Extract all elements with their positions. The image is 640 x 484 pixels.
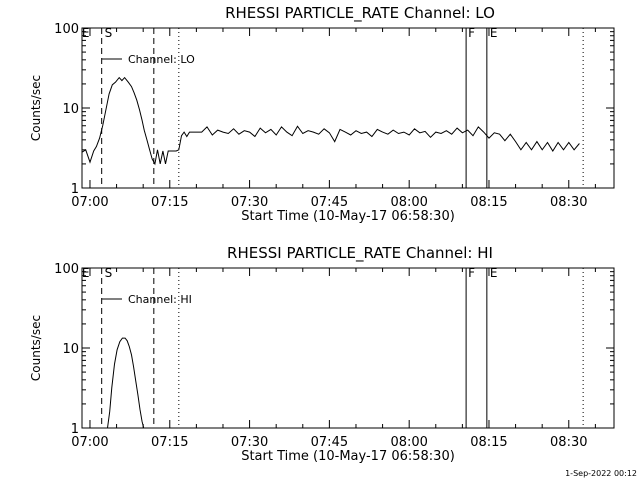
y-axis-label: Counts/sec [29,315,43,381]
marker-label: E [490,26,498,40]
y-tick-label: 1 [71,182,79,197]
marker-label: F [468,266,475,280]
marker-label: E [82,266,90,280]
x-tick-label: 08:30 [550,435,587,450]
chart-title: RHESSI PARTICLE_RATE Channel: HI [227,244,493,263]
x-tick-label: 08:00 [390,435,427,450]
series-line [107,337,145,428]
y-tick-label: 100 [54,22,79,37]
date-stamp: 1-Sep-2022 00:12 [565,469,637,478]
y-tick-label: 10 [62,342,79,357]
x-tick-label: 08:00 [390,195,427,210]
marker-label: S [105,26,113,40]
x-tick-label: 07:45 [311,195,348,210]
x-tick-label: 07:30 [231,195,268,210]
y-tick-label: 100 [54,262,79,277]
marker-label: E [490,266,498,280]
x-tick-label: 07:00 [71,435,108,450]
y-tick-label: 1 [71,422,79,437]
x-axis-label: Start Time (10-May-17 06:58:30) [241,449,455,464]
x-tick-label: 07:15 [151,435,188,450]
x-tick-label: 07:00 [71,195,108,210]
x-tick-label: 07:45 [311,435,348,450]
marker-label: S [105,266,113,280]
legend-label: Channel: HI [128,293,192,306]
legend-label: Channel: LO [128,53,195,66]
x-axis-label: Start Time (10-May-17 06:58:30) [241,209,455,224]
x-tick-label: 08:15 [470,195,507,210]
x-tick-label: 08:15 [470,435,507,450]
x-tick-label: 07:30 [231,435,268,450]
x-tick-label: 07:15 [151,195,188,210]
chart-title: RHESSI PARTICLE_RATE Channel: LO [225,4,495,23]
plot-frame [81,267,615,429]
x-tick-label: 08:30 [550,195,587,210]
y-axis-label: Counts/sec [29,75,43,141]
series-line [82,76,580,166]
marker-label: F [468,26,475,40]
y-tick-label: 10 [62,102,79,117]
marker-label: E [82,26,90,40]
plot-frame [81,27,615,189]
